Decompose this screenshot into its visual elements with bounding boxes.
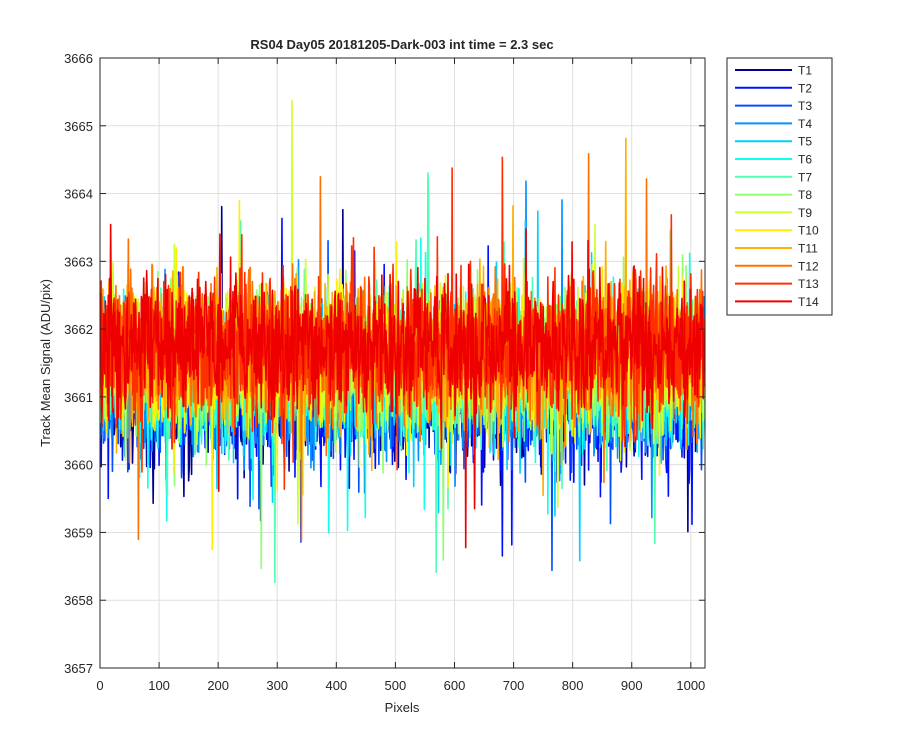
x-tick-label: 1000: [676, 678, 705, 693]
legend-label-t8: T8: [798, 188, 812, 202]
y-tick-label: 3665: [64, 119, 93, 134]
legend-label-t5: T5: [798, 135, 812, 149]
y-tick-label: 3658: [64, 593, 93, 608]
series-line-t14: [100, 223, 705, 549]
x-tick-label: 800: [562, 678, 584, 693]
legend-label-t11: T11: [798, 242, 818, 256]
legend-box: [726, 57, 833, 316]
y-axis-label: Track Mean Signal (ADU/pix): [38, 279, 53, 447]
legend-label-t13: T13: [798, 277, 819, 291]
legend-label-t9: T9: [798, 206, 812, 220]
y-tick-label: 3661: [64, 390, 93, 405]
x-tick-label: 700: [503, 678, 525, 693]
chart-title: RS04 Day05 20181205-Dark-003 int time = …: [250, 37, 553, 52]
legend-label-t6: T6: [798, 153, 812, 167]
legend-label-t14: T14: [798, 295, 819, 309]
legend-label-t7: T7: [798, 170, 812, 184]
y-tick-label: 3663: [64, 254, 93, 269]
x-tick-label: 100: [148, 678, 170, 693]
x-tick-label: 300: [266, 678, 288, 693]
y-tick-label: 3666: [64, 51, 93, 66]
y-tick-label: 3664: [64, 187, 93, 202]
x-tick-label: 900: [621, 678, 643, 693]
x-tick-label: 500: [385, 678, 407, 693]
x-tick-label: 0: [96, 678, 103, 693]
x-axis-label: Pixels: [385, 700, 420, 715]
legend[interactable]: T1 T2 T3 T4 T5 T6 T7 T8 T9 T10 T11 T12 T13 T14: [726, 57, 833, 316]
legend-label-t3: T3: [798, 99, 812, 113]
legend-label-t12: T12: [798, 259, 819, 273]
y-tick-label: 3657: [64, 661, 93, 676]
y-tick-label: 3659: [64, 525, 93, 540]
series-layer: [100, 99, 705, 584]
y-tick-label: 3660: [64, 458, 93, 473]
ticks: [99, 57, 705, 669]
tick-labels: 0 100 200 300 400 500 600 700 800 900 1000 3657 3658…: [64, 51, 705, 693]
legend-label-t1: T1: [798, 64, 812, 78]
plot-frame: [99, 57, 706, 669]
legend-label-t4: T4: [798, 117, 812, 131]
y-tick-label: 3662: [64, 322, 93, 337]
x-tick-label: 600: [444, 678, 466, 693]
x-tick-label: 400: [325, 678, 347, 693]
legend-label-t10: T10: [798, 224, 819, 238]
x-tick-label: 200: [207, 678, 229, 693]
legend-label-t2: T2: [798, 81, 812, 95]
